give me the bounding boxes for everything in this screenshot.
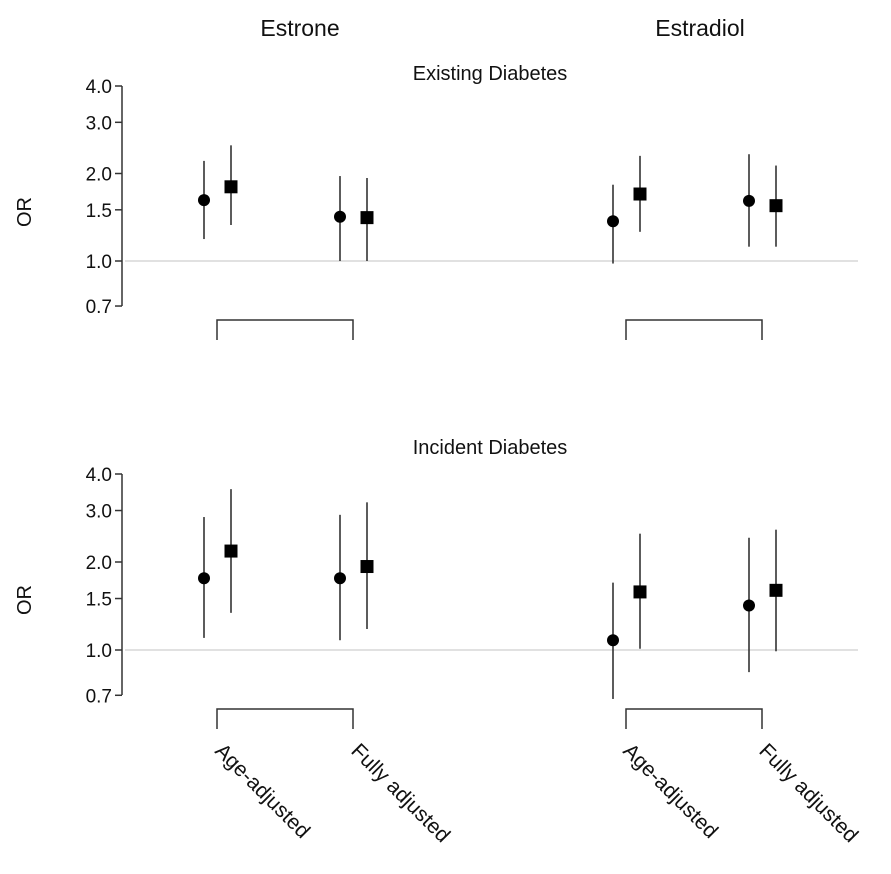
point-square <box>633 585 647 599</box>
panel-title: Incident Diabetes <box>413 437 568 459</box>
x-label-estradiol-fully-adjusted: Fully adjusted <box>754 739 862 847</box>
point-circle <box>334 210 346 223</box>
point-square <box>769 583 783 597</box>
y-tick-label: 3.0 <box>86 113 112 134</box>
x-label-estrone-fully-adjusted: Fully adjusted <box>346 739 454 847</box>
panel-existing-diabetes: Existing Diabetes OR 0.7 1.0 1.5 2.0 3.0 4.0 <box>14 63 858 340</box>
point-square <box>360 211 374 225</box>
group-bracket <box>625 319 763 340</box>
group-bracket <box>625 708 763 729</box>
y-tick-label: 4.0 <box>86 465 112 486</box>
y-tick-label: 0.7 <box>86 686 112 707</box>
point-circle <box>198 194 210 207</box>
point-square <box>769 199 783 213</box>
group-bracket <box>216 708 354 729</box>
y-tick-label: 1.5 <box>86 201 112 222</box>
panel-incident-diabetes: Incident Diabetes OR 0.7 1.0 1.5 2.0 3.0 4.0 <box>14 437 858 729</box>
x-label-estrone-age-adjusted: Age-adjusted <box>210 739 314 843</box>
panel-title: Existing Diabetes <box>413 63 568 85</box>
y-tick-label: 2.0 <box>86 165 112 186</box>
y-tick-label: 3.0 <box>86 502 112 523</box>
point-circle <box>607 634 619 647</box>
point-circle <box>743 194 755 207</box>
point-square <box>224 544 238 558</box>
y-tick-label: 2.0 <box>86 553 112 574</box>
point-circle <box>743 599 755 612</box>
y-tick-label: 0.7 <box>86 297 112 318</box>
y-tick-label: 1.0 <box>86 252 112 273</box>
y-tick-label: 1.5 <box>86 590 112 611</box>
group-bracket <box>216 319 354 340</box>
point-square <box>360 560 374 574</box>
point-square <box>633 187 647 201</box>
point-circle <box>198 572 210 585</box>
point-square <box>224 180 238 194</box>
point-circle <box>607 215 619 228</box>
y-axis-title: OR <box>14 585 36 615</box>
x-label-estradiol-age-adjusted: Age-adjusted <box>618 739 722 843</box>
point-circle <box>334 572 346 585</box>
y-tick-label: 4.0 <box>86 77 112 98</box>
group-title-estrone: Estrone <box>260 15 339 41</box>
group-title-estradiol: Estradiol <box>655 15 744 41</box>
y-axis-title: OR <box>14 197 36 227</box>
y-tick-label: 1.0 <box>86 641 112 662</box>
